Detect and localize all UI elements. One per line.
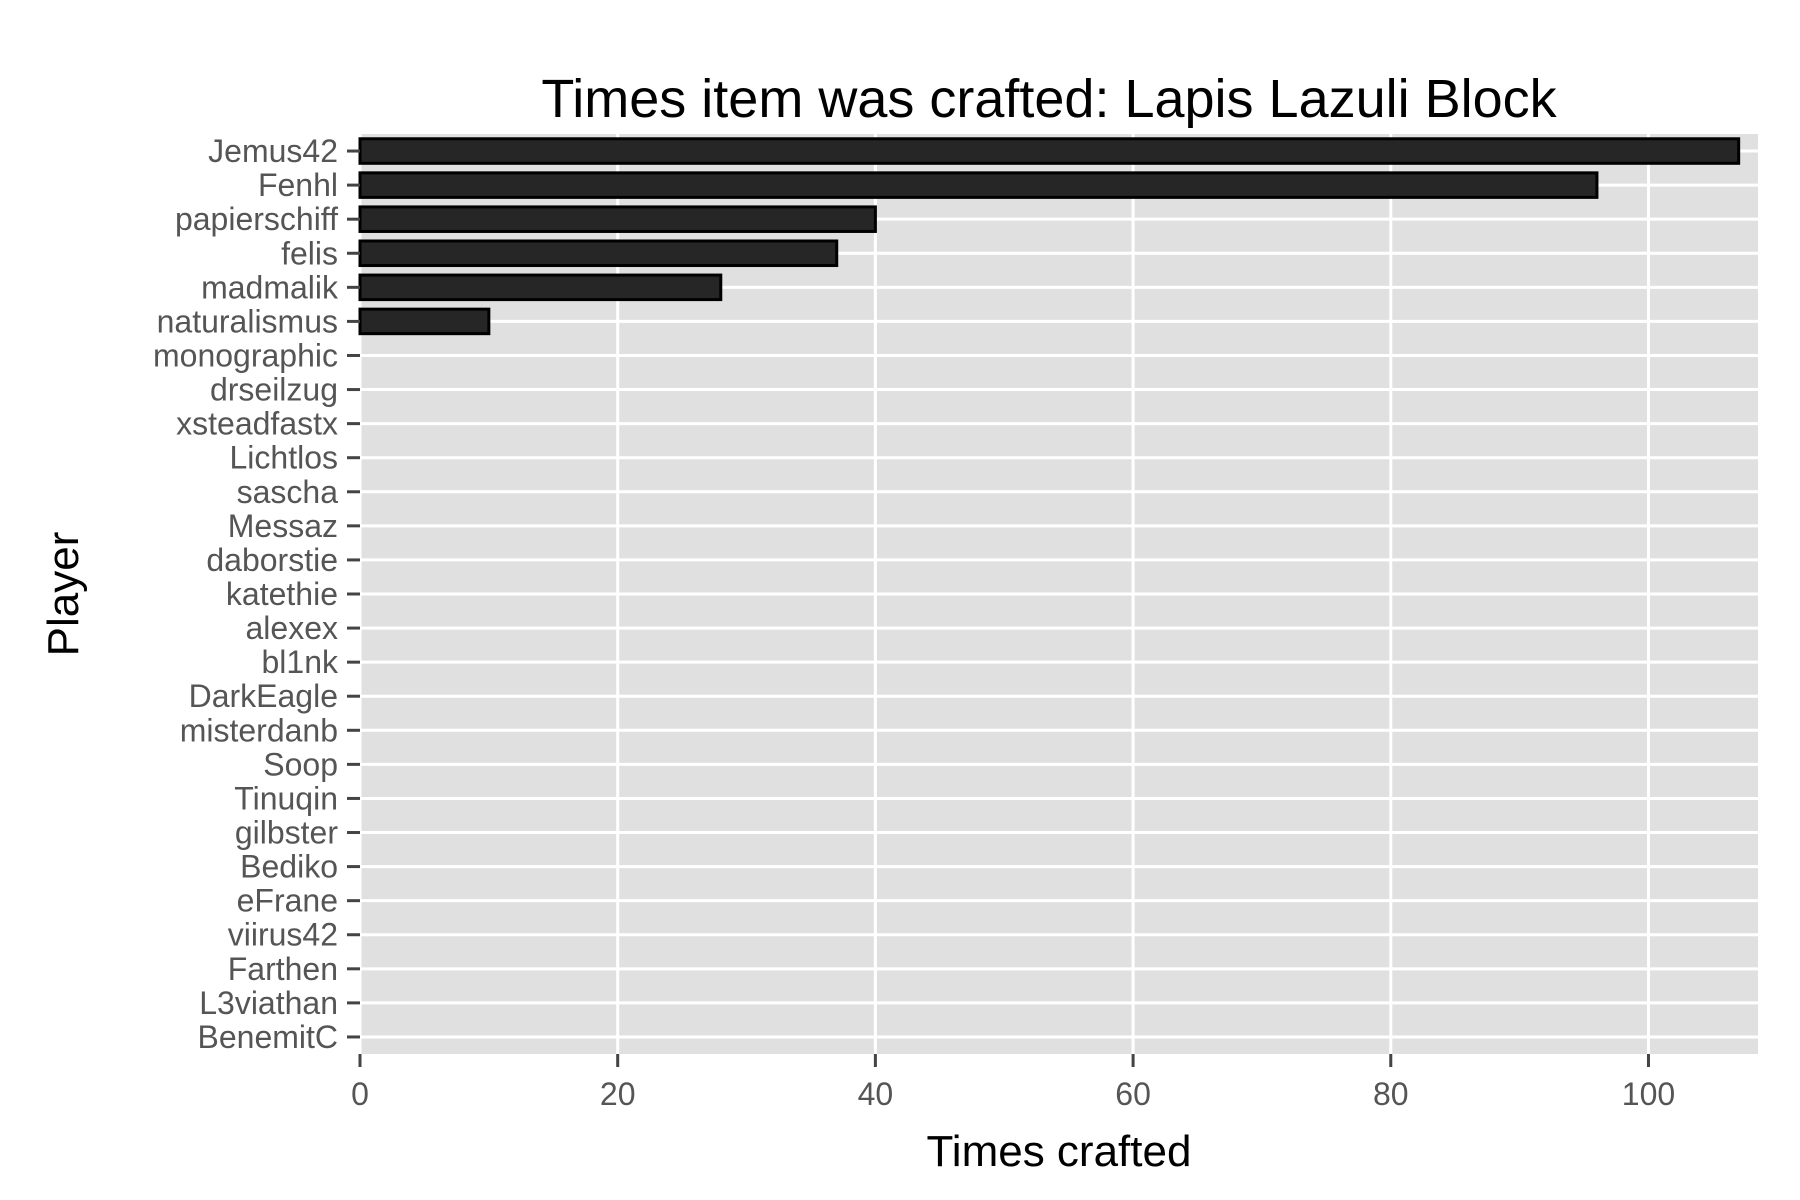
y-tick-label: bl1nk: [262, 644, 340, 680]
x-tick-label: 100: [1622, 1076, 1675, 1112]
bar-madmalik: [358, 273, 723, 302]
y-tick-label: katethie: [226, 576, 338, 612]
y-tick-label: felis: [281, 235, 338, 271]
y-tick-label: xsteadfastx: [176, 406, 338, 442]
y-tick-label: Tinuqin: [234, 780, 338, 816]
y-tick-label: misterdanb: [180, 712, 338, 748]
y-tick-label: Messaz: [228, 508, 338, 544]
y-tick-label: alexex: [246, 610, 339, 646]
bar-Fenhl: [358, 171, 1599, 199]
y-tick-label: DarkEagle: [189, 678, 338, 714]
y-tick-label: Farthen: [228, 951, 338, 987]
y-axis-title: Player: [39, 532, 88, 657]
bar-felis: [358, 239, 839, 268]
y-axis-ticks: [347, 149, 360, 1039]
y-tick-label: eFrane: [237, 883, 338, 919]
y-tick-label: naturalismus: [157, 303, 338, 339]
y-tick-label: Soop: [263, 746, 338, 782]
y-tick-label: Fenhl: [258, 167, 338, 203]
y-tick-label: L3viathan: [199, 985, 338, 1021]
bar-naturalismus: [358, 307, 491, 336]
x-tick-label: 80: [1373, 1076, 1409, 1112]
bar-Jemus42: [358, 137, 1741, 165]
y-tick-label: monographic: [153, 337, 338, 373]
y-tick-label: drseilzug: [210, 372, 338, 408]
x-axis-title: Times crafted: [927, 1127, 1192, 1176]
x-tick-label: 0: [351, 1076, 369, 1112]
x-tick-label: 40: [858, 1076, 894, 1112]
y-tick-label: gilbster: [235, 815, 339, 851]
y-axis-tick-labels: Jemus42Fenhlpapierschifffelismadmaliknat…: [153, 133, 339, 1055]
x-axis-tick-labels: 0 20 40 60 80 100: [351, 1076, 1675, 1112]
x-tick-label: 60: [1115, 1076, 1151, 1112]
bars: [358, 137, 1741, 336]
y-tick-label: daborstie: [206, 542, 338, 578]
y-tick-label: madmalik: [201, 269, 339, 305]
y-tick-label: BenemitC: [198, 1019, 339, 1055]
y-tick-label: sascha: [237, 474, 339, 510]
x-axis-ticks: [358, 1054, 1650, 1067]
x-tick-label: 20: [600, 1076, 636, 1112]
chart-title: Times item was crafted: Lapis Lazuli Blo…: [541, 69, 1557, 129]
y-tick-label: Jemus42: [208, 133, 338, 169]
y-tick-label: Bediko: [240, 849, 338, 885]
y-tick-label: Lichtlos: [230, 440, 339, 476]
y-tick-label: viirus42: [228, 917, 338, 953]
y-tick-label: papierschiff: [175, 201, 338, 237]
bar-papierschiff: [358, 205, 877, 233]
